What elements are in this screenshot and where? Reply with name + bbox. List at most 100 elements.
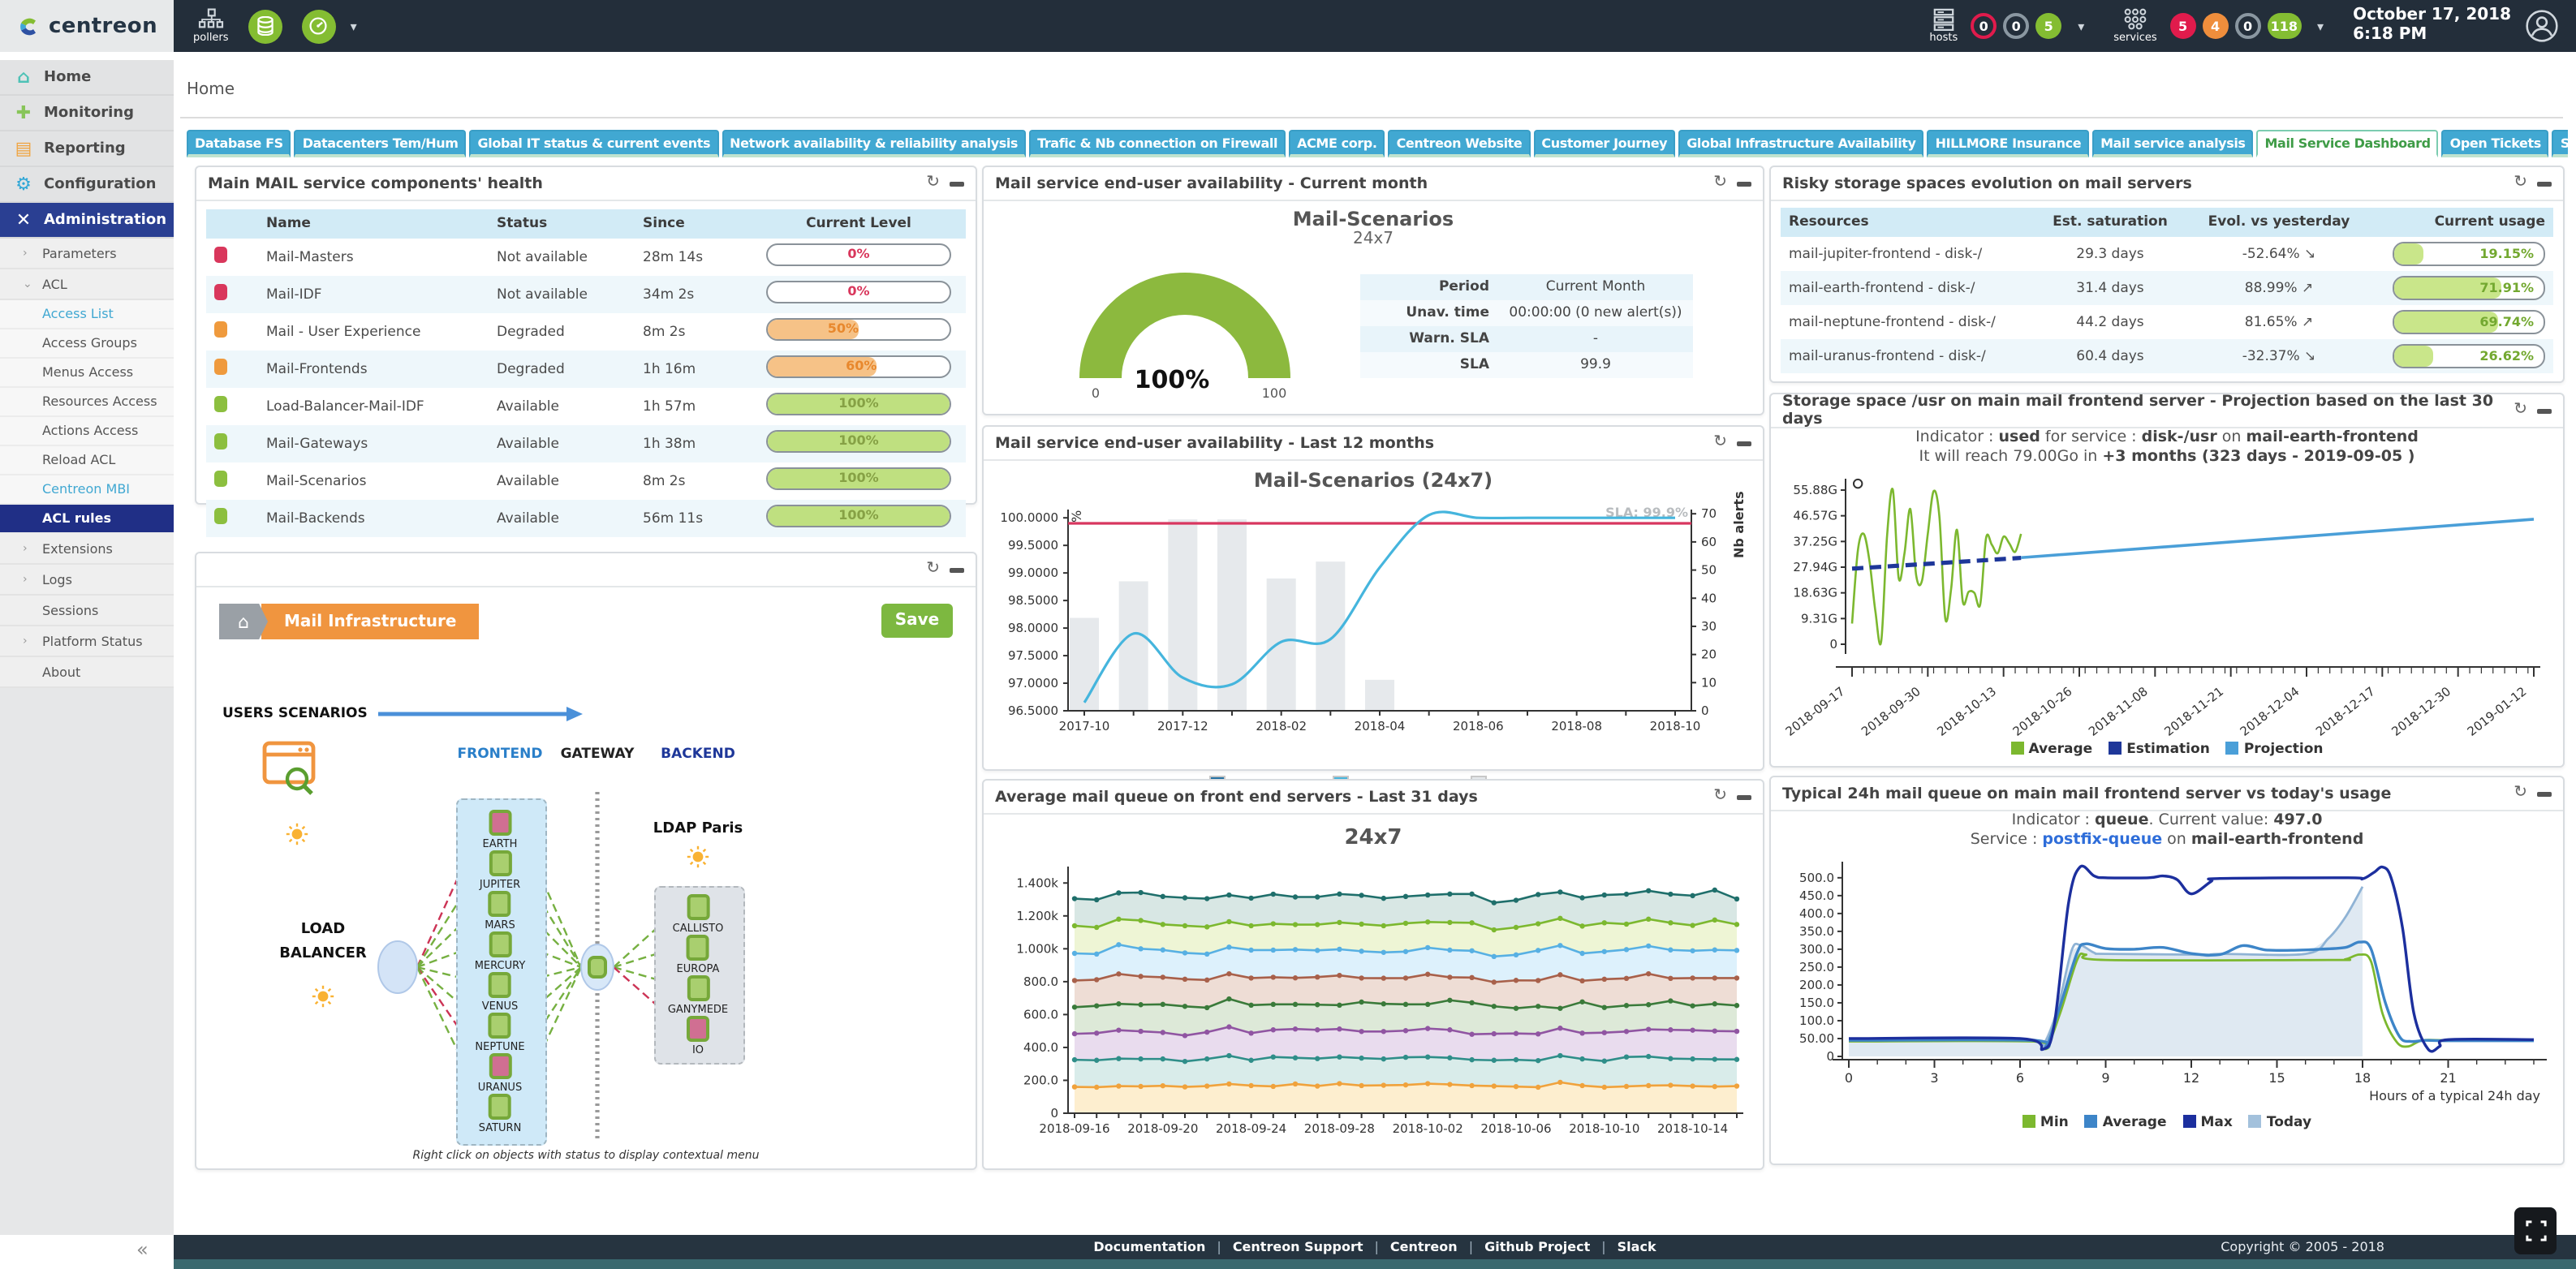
hosts-badge[interactable]: 0: [1971, 13, 1997, 39]
sidebar-item-centreon-mbi[interactable]: Centreon MBI: [0, 475, 174, 505]
diagram-breadcrumb[interactable]: ⌂ Mail Infrastructure: [219, 604, 480, 639]
sidebar-item-platform-status[interactable]: › Platform Status: [0, 626, 174, 657]
footer-link[interactable]: Slack: [1617, 1240, 1656, 1254]
refresh-icon[interactable]: ↻: [1713, 787, 1727, 805]
tab-hillmore-insurance[interactable]: HILLMORE Insurance: [1927, 130, 2090, 157]
services-badge[interactable]: 118: [2267, 13, 2302, 39]
server-node-europa[interactable]: EUROPA: [677, 935, 719, 975]
tab-global-it-status-current-events[interactable]: Global IT status & current events: [469, 130, 719, 157]
server-node-uranus[interactable]: URANUS: [478, 1053, 522, 1094]
tab-open-tickets[interactable]: Open Tickets: [2441, 130, 2549, 157]
footer-link[interactable]: Github Project: [1484, 1240, 1591, 1254]
tab-services-map[interactable]: Services map: [2552, 130, 2568, 157]
level-bar: 60%: [766, 355, 951, 378]
sidebar-item-extensions[interactable]: › Extensions: [0, 534, 174, 565]
footer-link[interactable]: Documentation: [1093, 1240, 1206, 1254]
svg-text:2017-10: 2017-10: [1059, 719, 1110, 733]
home-icon[interactable]: ⌂: [219, 604, 268, 639]
hosts-badge[interactable]: 0: [2003, 13, 2030, 39]
refresh-icon[interactable]: ↻: [926, 174, 940, 191]
sidebar-item-resources-access[interactable]: Resources Access: [0, 388, 174, 417]
latency-status[interactable]: ▾: [301, 9, 357, 43]
services-badge[interactable]: 0: [2234, 13, 2261, 39]
tab-mail-service-dashboard[interactable]: Mail Service Dashboard: [2256, 130, 2439, 157]
sidebar-item-acl-rules[interactable]: ACL rules: [0, 505, 174, 534]
sidebar-item-access-groups[interactable]: Access Groups: [0, 329, 174, 359]
hosts-chevron-icon[interactable]: ▾: [2078, 19, 2085, 33]
tab-trafic-nb-connection-on-firewall[interactable]: Trafic & Nb connection on Firewall: [1029, 130, 1286, 157]
collapse-panel-icon[interactable]: [950, 181, 964, 186]
database-status[interactable]: [248, 9, 282, 43]
panel-typical-24h-queue: Typical 24h mail queue on main mail fron…: [1769, 776, 2565, 1165]
refresh-icon[interactable]: ↻: [2514, 784, 2527, 802]
server-node-ganymede[interactable]: GANYMEDE: [668, 975, 728, 1016]
collapse-panel-icon[interactable]: [1737, 441, 1751, 445]
tab-global-infrastructure-availability[interactable]: Global Infrastructure Availability: [1678, 130, 1924, 157]
server-node-saturn[interactable]: SATURN: [479, 1094, 521, 1134]
level-label: 100%: [838, 433, 879, 448]
services-badge[interactable]: 4: [2202, 13, 2229, 39]
refresh-icon[interactable]: ↻: [926, 560, 940, 578]
sidebar-item-actions-access[interactable]: Actions Access: [0, 417, 174, 446]
services-icon: [2124, 9, 2147, 30]
collapse-panel-icon[interactable]: [1737, 181, 1751, 186]
sidebar-item-acl[interactable]: ⌄ ACL: [0, 269, 174, 300]
sidebar-item-administration[interactable]: ✕ Administration: [0, 203, 174, 239]
footer-link[interactable]: Centreon: [1389, 1240, 1458, 1254]
server-node-mars[interactable]: MARS: [485, 891, 515, 931]
refresh-icon[interactable]: ↻: [2514, 174, 2527, 191]
centreon-logo[interactable]: centreon: [0, 0, 174, 52]
refresh-icon[interactable]: ↻: [1713, 174, 1727, 191]
tab-datacenters-tem-hum[interactable]: Datacenters Tem/Hum: [294, 130, 467, 157]
footer-link[interactable]: Centreon Support: [1232, 1240, 1363, 1254]
sidebar-item-label: ACL: [42, 277, 67, 291]
sidebar-item-about[interactable]: About: [0, 657, 174, 688]
sidebar-item-parameters[interactable]: › Parameters: [0, 239, 174, 269]
chevron-icon: ›: [23, 247, 28, 260]
sidebar-item-reporting[interactable]: ▤ Reporting: [0, 131, 174, 167]
sidebar-item-monitoring[interactable]: ✚ Monitoring: [0, 96, 174, 131]
tab-mail-service-analysis[interactable]: Mail service analysis: [2092, 130, 2254, 157]
hosts-status[interactable]: hosts: [1929, 9, 1958, 44]
tab-customer-journey[interactable]: Customer Journey: [1533, 130, 1676, 157]
server-node-earth[interactable]: EARTH: [483, 810, 517, 850]
collapse-panel-icon[interactable]: [2537, 791, 2552, 796]
sidebar-item-configuration[interactable]: ⚙ Configuration: [0, 167, 174, 203]
tab-centreon-website[interactable]: Centreon Website: [1388, 130, 1531, 157]
collapse-panel-icon[interactable]: [2537, 181, 2552, 186]
tab-acme-corp-[interactable]: ACME corp.: [1289, 130, 1385, 157]
sidebar-item-menus-access[interactable]: Menus Access: [0, 359, 174, 388]
tab-network-availability-reliability-analysis[interactable]: Network availability & reliability analy…: [722, 130, 1027, 157]
save-button[interactable]: Save: [881, 604, 953, 638]
refresh-icon[interactable]: ↻: [1713, 433, 1727, 451]
collapse-panel-icon[interactable]: [950, 567, 964, 572]
sidebar-item-access-list[interactable]: Access List: [0, 300, 174, 329]
collapse-panel-icon[interactable]: [2537, 408, 2552, 413]
sidebar-item-logs[interactable]: › Logs: [0, 565, 174, 596]
poller-chevron-icon[interactable]: ▾: [350, 19, 357, 33]
services-badge[interactable]: 5: [2169, 13, 2196, 39]
user-menu[interactable]: [2524, 8, 2560, 44]
monitoring-icon: ✚: [15, 102, 32, 123]
server-node-venus[interactable]: VENUS: [482, 972, 518, 1013]
sidebar-item-home[interactable]: ⌂ Home: [0, 60, 174, 96]
services-chevron-icon[interactable]: ▾: [2317, 19, 2324, 33]
gateway-node[interactable]: [580, 944, 614, 991]
server-node-mercury[interactable]: MERCURY: [475, 931, 525, 972]
fullscreen-button[interactable]: [2514, 1207, 2557, 1254]
refresh-icon[interactable]: ↻: [2514, 401, 2527, 419]
server-node-callisto[interactable]: CALLISTO: [673, 894, 723, 935]
tab-database-fs[interactable]: Database FS: [187, 130, 291, 157]
sidebar-collapse-icon[interactable]: «: [136, 1238, 149, 1261]
sidebar-item-sessions[interactable]: Sessions: [0, 596, 174, 626]
poller-menu[interactable]: pollers: [193, 8, 229, 44]
sidebar-item-reload-acl[interactable]: Reload ACL: [0, 446, 174, 475]
hosts-badge[interactable]: 5: [2035, 13, 2062, 39]
collapse-panel-icon[interactable]: [1737, 794, 1751, 799]
server-node-jupiter[interactable]: JUPITER: [480, 850, 520, 891]
services-status[interactable]: services: [2113, 9, 2157, 44]
load-balancer-node[interactable]: [377, 940, 418, 994]
server-node-io[interactable]: IO: [687, 1016, 709, 1056]
server-node-neptune[interactable]: NEPTUNE: [475, 1013, 525, 1053]
breadcrumb[interactable]: Home: [187, 81, 235, 99]
